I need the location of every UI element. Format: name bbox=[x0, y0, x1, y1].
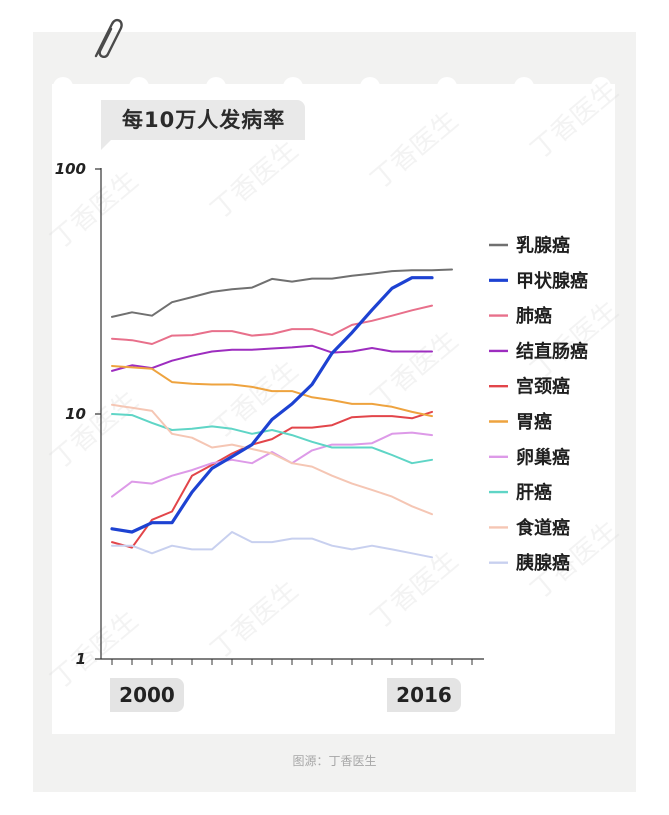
series-line-4 bbox=[111, 344, 433, 372]
series-line-9 bbox=[111, 403, 433, 516]
title-tab bbox=[101, 100, 305, 150]
x-start-label: 2000 bbox=[110, 678, 184, 712]
series-line-7 bbox=[111, 431, 433, 498]
series-line-3 bbox=[111, 304, 433, 345]
series-line-2 bbox=[110, 276, 434, 534]
y-tick-label: 1 bbox=[75, 650, 86, 668]
legend-label: 甲状腺癌 bbox=[516, 270, 588, 292]
legend-label: 肺癌 bbox=[516, 305, 552, 327]
y-tick-label: 100 bbox=[54, 160, 86, 178]
source-caption: 图源：丁香医生 bbox=[292, 754, 377, 768]
paperclip-icon bbox=[94, 18, 123, 59]
series-line-10 bbox=[111, 531, 433, 559]
x-end-label: 2016 bbox=[387, 678, 461, 712]
series-line-5 bbox=[111, 410, 433, 549]
series-line-1 bbox=[111, 268, 453, 318]
legend-label: 胰腺癌 bbox=[515, 552, 570, 574]
y-tick-label: 10 bbox=[65, 405, 86, 423]
legend-label: 乳腺癌 bbox=[516, 235, 570, 257]
legend-label: 宫颈癌 bbox=[516, 376, 570, 398]
legend-label: 胃癌 bbox=[516, 411, 552, 433]
legend-label: 食道癌 bbox=[515, 517, 570, 539]
legend-label: 卵巢癌 bbox=[516, 446, 570, 468]
legend-label: 肝癌 bbox=[516, 482, 552, 504]
chart-title: 每10万人发病率 bbox=[122, 108, 286, 132]
legend-label: 结直肠癌 bbox=[516, 340, 588, 362]
series-line-6 bbox=[111, 365, 433, 418]
